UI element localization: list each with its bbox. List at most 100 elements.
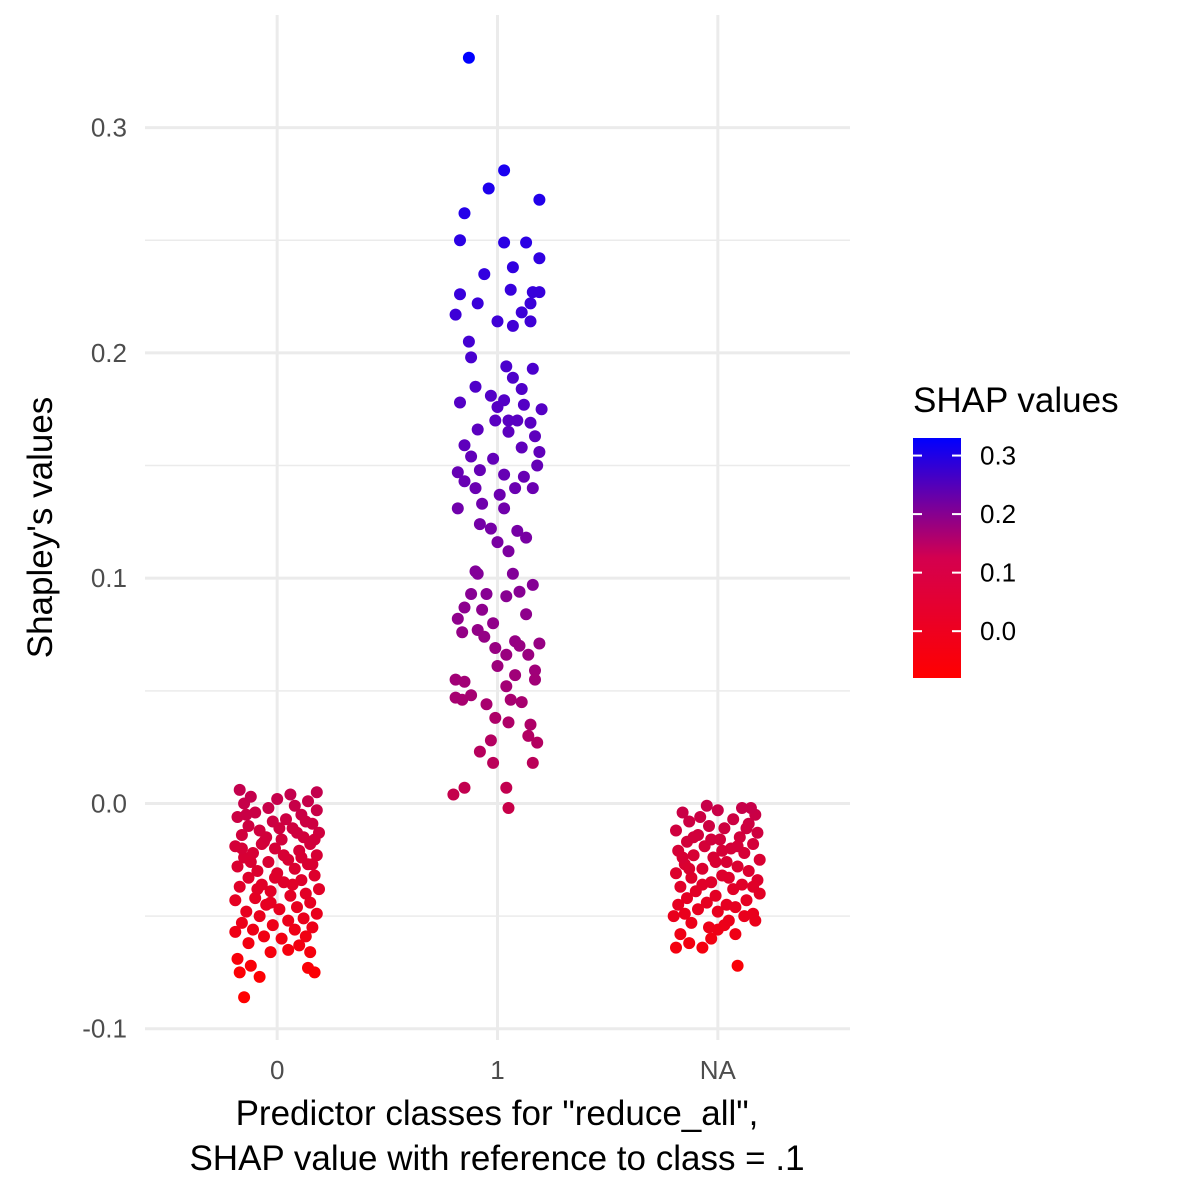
data-point xyxy=(465,588,478,600)
data-point xyxy=(676,806,689,819)
data-point xyxy=(238,991,251,1004)
data-point xyxy=(489,414,502,427)
data-point xyxy=(705,932,718,945)
data-point xyxy=(533,446,546,458)
data-point xyxy=(522,648,535,661)
data-point xyxy=(506,261,519,274)
data-point xyxy=(231,860,244,873)
data-point xyxy=(500,360,513,373)
data-point xyxy=(502,425,515,438)
data-point xyxy=(473,518,486,531)
data-point xyxy=(242,871,255,884)
data-point xyxy=(711,804,724,817)
data-point xyxy=(720,898,733,911)
data-point xyxy=(284,889,297,902)
data-point xyxy=(262,856,275,868)
data-point xyxy=(449,691,462,704)
data-point xyxy=(744,802,757,814)
data-point xyxy=(235,842,248,855)
data-point xyxy=(513,639,526,652)
data-point xyxy=(247,923,259,936)
data-point xyxy=(251,865,264,877)
data-point xyxy=(513,585,526,598)
data-point xyxy=(520,236,533,249)
data-point xyxy=(504,693,517,706)
data-point xyxy=(491,401,504,413)
data-point xyxy=(498,468,511,481)
data-point xyxy=(529,664,541,677)
legend-colorbar xyxy=(913,438,961,678)
data-point xyxy=(751,826,764,839)
data-point xyxy=(517,398,530,411)
data-point xyxy=(465,689,478,702)
data-point xyxy=(235,916,248,929)
data-point xyxy=(476,497,489,510)
data-point xyxy=(731,959,744,972)
data-point xyxy=(515,696,528,709)
data-point xyxy=(692,903,704,916)
data-point xyxy=(233,880,246,893)
data-point xyxy=(282,943,295,956)
data-point xyxy=(454,288,466,301)
data-point xyxy=(524,297,537,310)
data-point xyxy=(517,470,530,483)
data-point xyxy=(489,642,502,654)
data-point xyxy=(727,813,740,826)
data-point xyxy=(533,193,546,206)
data-point xyxy=(247,847,259,859)
data-point xyxy=(458,781,471,794)
x-tick-label: NA xyxy=(700,1055,737,1085)
data-point xyxy=(709,889,722,902)
data-point xyxy=(524,416,537,429)
data-point xyxy=(526,482,539,495)
data-point xyxy=(733,831,746,844)
data-point xyxy=(700,896,713,909)
data-point xyxy=(740,894,753,907)
data-point xyxy=(275,833,288,846)
data-point xyxy=(742,865,755,877)
data-point xyxy=(500,781,513,794)
data-point xyxy=(526,362,539,375)
data-point xyxy=(310,804,323,817)
x-tick-label: 1 xyxy=(490,1055,504,1085)
data-point xyxy=(531,736,544,749)
legend-tick-label: 0.0 xyxy=(980,616,1016,646)
data-point xyxy=(703,820,715,832)
data-point xyxy=(484,522,497,535)
data-point xyxy=(288,923,301,936)
legend-tick-label: 0.1 xyxy=(980,558,1016,588)
data-point xyxy=(500,680,513,693)
data-point xyxy=(306,921,319,934)
data-point xyxy=(672,898,685,911)
data-point xyxy=(696,941,709,954)
data-point xyxy=(286,878,299,891)
data-point xyxy=(515,383,528,395)
data-point xyxy=(703,921,715,934)
data-point xyxy=(533,637,546,650)
data-point xyxy=(674,880,687,893)
data-point xyxy=(273,903,286,916)
x-tick-label: 0 xyxy=(270,1055,284,1085)
data-point xyxy=(670,941,682,954)
data-point xyxy=(524,315,537,328)
data-point xyxy=(487,756,500,769)
data-point xyxy=(240,905,253,918)
data-point xyxy=(667,910,680,923)
data-point xyxy=(451,502,464,515)
data-point xyxy=(458,439,471,452)
data-point xyxy=(683,862,696,875)
data-point xyxy=(526,578,539,591)
data-point xyxy=(531,459,544,472)
y-tick-label: 0.3 xyxy=(91,113,127,143)
data-point xyxy=(262,802,275,814)
data-point xyxy=(288,862,301,875)
data-point xyxy=(502,414,515,427)
data-point xyxy=(229,894,242,907)
data-point xyxy=(709,856,722,868)
data-point xyxy=(676,851,689,864)
data-point xyxy=(302,795,314,808)
data-point xyxy=(244,790,257,803)
data-point xyxy=(520,608,533,621)
data-point xyxy=(280,813,292,826)
